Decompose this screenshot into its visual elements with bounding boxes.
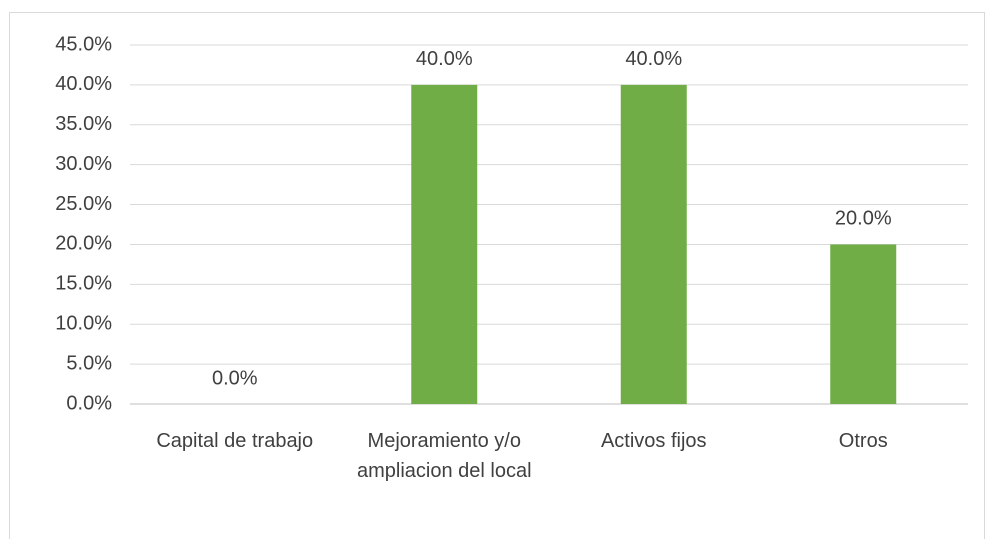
y-tick-label: 45.0% — [55, 33, 112, 55]
y-tick-label: 15.0% — [55, 273, 112, 295]
x-tick-label: Activos fijos — [600, 430, 707, 452]
y-tick-label: 25.0% — [55, 193, 112, 215]
data-label: 0.0% — [212, 367, 258, 389]
y-tick-label: 5.0% — [66, 352, 112, 374]
x-tick-label: Capital de trabajo — [156, 430, 314, 452]
bar — [620, 84, 687, 404]
y-tick-label: 35.0% — [55, 113, 112, 135]
bar — [830, 244, 897, 404]
chart-border — [9, 12, 985, 539]
y-tick-label: 40.0% — [55, 73, 112, 95]
x-tick-label: Otros — [838, 430, 888, 452]
data-label: 20.0% — [835, 208, 892, 230]
y-tick-label: 0.0% — [66, 392, 112, 414]
data-label: 40.0% — [416, 48, 473, 70]
bar — [411, 84, 478, 404]
x-tick-label: Mejoramiento y/o ampliacion del local — [356, 430, 532, 482]
data-label: 40.0% — [625, 48, 682, 70]
y-tick-label: 30.0% — [55, 153, 112, 175]
y-tick-label: 10.0% — [55, 313, 112, 335]
y-tick-label: 20.0% — [55, 233, 112, 255]
